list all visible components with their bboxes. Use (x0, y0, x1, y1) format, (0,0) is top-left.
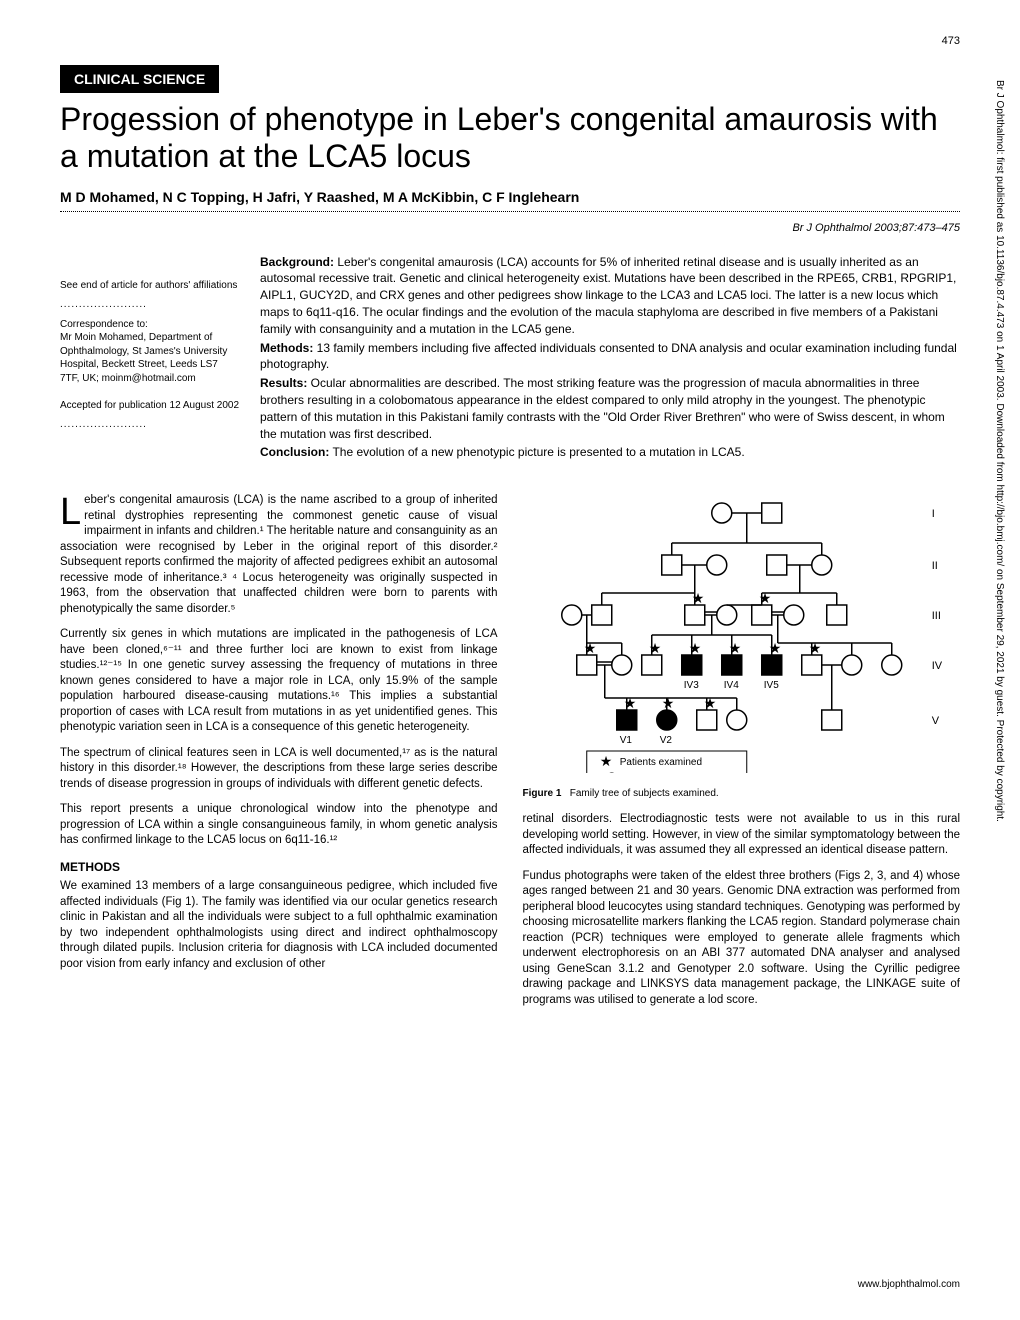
results-text: Ocular abnormalities are described. The … (260, 376, 945, 440)
right-column: I II (523, 493, 961, 1018)
iv3-label: IV3 (683, 680, 698, 691)
results-label: Results: (260, 376, 307, 390)
journal-citation: Br J Ophthalmol 2003;87:473–475 (60, 222, 960, 234)
methods-label: Methods: (260, 341, 313, 355)
section-badge: CLINICAL SCIENCE (60, 65, 219, 93)
affected-male (681, 655, 701, 675)
abstract-body: Background: Leber's congenital amaurosis… (260, 254, 960, 464)
star-icon: ★ (648, 640, 661, 656)
conclusion-text: The evolution of a new phenotypic pictur… (329, 445, 744, 459)
pedigree-diagram: I II (523, 493, 961, 773)
paragraph-7: Fundus photographs were taken of the eld… (523, 869, 961, 1009)
authors-list: M D Mohamed, N C Topping, H Jafri, Y Raa… (60, 189, 960, 205)
gen-label: V (931, 715, 939, 727)
abstract-section: See end of article for authors' affiliat… (60, 254, 960, 464)
methods-text: 13 family members including five affecte… (260, 341, 957, 372)
see-end-note: See end of article for authors' affiliat… (60, 279, 240, 293)
affected-male (721, 655, 741, 675)
accepted-date: Accepted for publication 12 August 2002 (60, 399, 240, 413)
side-citation: Br J Ophthalmol: first published as 10.1… (994, 80, 1005, 1280)
star-icon: ★ (688, 640, 701, 656)
footer-url: www.bjophthalmol.com (858, 1279, 960, 1290)
left-column: Leber's congenital amaurosis (LCA) is th… (60, 493, 498, 1018)
figure-1: I II (523, 493, 961, 800)
star-icon: ★ (623, 695, 636, 711)
body-columns: Leber's congenital amaurosis (LCA) is th… (60, 493, 960, 1018)
background-text: Leber's congenital amaurosis (LCA) accou… (260, 255, 956, 336)
star-icon: ★ (768, 640, 781, 656)
star-icon: ★ (599, 753, 612, 769)
pedigree-female (711, 503, 731, 523)
iv4-label: IV4 (723, 680, 738, 691)
sidebar-divider: ....................... (60, 418, 240, 432)
background-label: Background: (260, 255, 334, 269)
correspondence-address: Mr Moin Mohamed, Department of Ophthalmo… (60, 331, 240, 385)
paragraph-3: The spectrum of clinical features seen i… (60, 746, 498, 793)
paragraph-6: retinal disorders. Electrodiagnostic tes… (523, 812, 961, 859)
correspondence-sidebar: See end of article for authors' affiliat… (60, 254, 240, 464)
paragraph-1: eber's congenital amaurosis (LCA) is the… (60, 494, 498, 615)
legend-text: Patients examined (619, 757, 701, 768)
pedigree-male (761, 503, 781, 523)
star-icon: ★ (703, 695, 716, 711)
figure-label: Figure 1 (523, 788, 562, 799)
dropcap: L (60, 493, 84, 528)
v1-label: V1 (619, 735, 632, 746)
sidebar-divider: ....................... (60, 298, 240, 312)
correspondence-label: Correspondence to: (60, 318, 240, 332)
gen-label: I (931, 508, 934, 520)
affected-female (656, 710, 676, 730)
paragraph-5: We examined 13 members of a large consan… (60, 879, 498, 972)
affected-male (761, 655, 781, 675)
paragraph-2: Currently six genes in which mutations a… (60, 627, 498, 736)
figure-caption: Figure 1 Family tree of subjects examine… (523, 787, 961, 801)
star-icon: ★ (583, 640, 596, 656)
figure-caption-text: Family tree of subjects examined. (570, 788, 719, 799)
divider (60, 211, 960, 212)
gen-label: II (931, 560, 937, 572)
affected-male (616, 710, 636, 730)
gen-label: III (931, 610, 940, 622)
star-icon: ★ (691, 590, 704, 606)
conclusion-label: Conclusion: (260, 445, 329, 459)
page-number: 473 (942, 35, 960, 47)
gen-label: IV (931, 660, 942, 672)
paragraph-4: This report presents a unique chronologi… (60, 802, 498, 849)
methods-section-header: METHODS (60, 859, 498, 875)
star-icon: ★ (758, 590, 771, 606)
star-icon: ★ (728, 640, 741, 656)
iv5-label: IV5 (763, 680, 778, 691)
article-title: Progession of phenotype in Leber's conge… (60, 101, 960, 175)
star-icon: ★ (808, 640, 821, 656)
v2-label: V2 (659, 735, 672, 746)
star-icon: ★ (661, 695, 674, 711)
